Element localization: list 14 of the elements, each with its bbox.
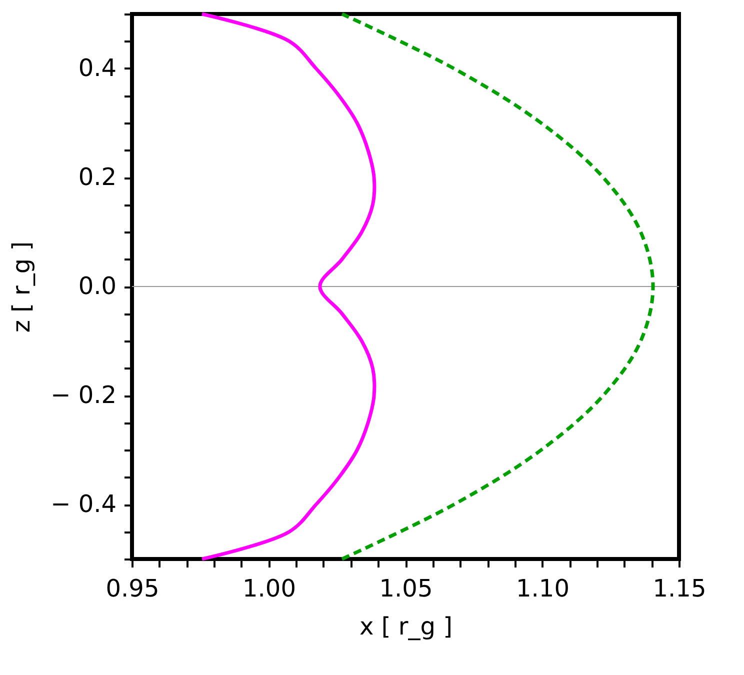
y-tick-label: 0.4 xyxy=(78,54,116,82)
y-axis-title: z [ r_g ] xyxy=(8,241,36,333)
line-series xyxy=(340,12,655,561)
y-tick-label: − 0.4 xyxy=(50,490,116,518)
x-tick-label: 1.05 xyxy=(379,574,433,602)
x-tick-label: 1.10 xyxy=(516,574,570,602)
x-tick-label: 1.00 xyxy=(242,574,296,602)
x-tick-label: 0.95 xyxy=(106,574,160,602)
x-axis-title: x [ r_g ] xyxy=(360,612,452,640)
y-tick-label: 0.0 xyxy=(78,272,116,300)
y-tick-label: 0.2 xyxy=(78,163,116,191)
line-series xyxy=(200,12,376,561)
y-tick-label: − 0.2 xyxy=(50,381,116,409)
x-tick-label: 1.15 xyxy=(652,574,706,602)
